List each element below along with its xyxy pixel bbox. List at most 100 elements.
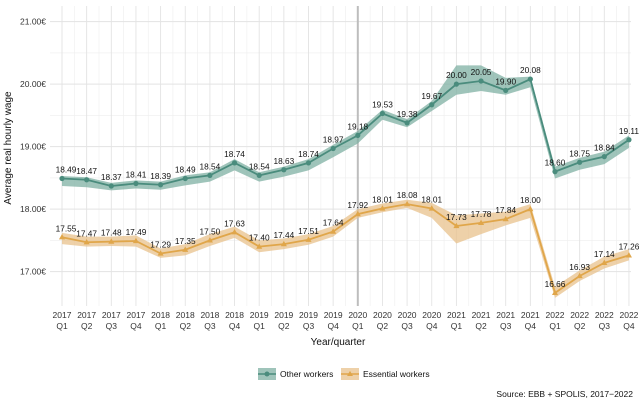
data-label: 18.01 — [372, 195, 393, 205]
data-point — [83, 239, 90, 245]
x-tick-quarter: Q4 — [130, 321, 142, 331]
data-point — [58, 234, 66, 240]
data-point — [404, 120, 410, 126]
x-tick-quarter: Q3 — [204, 321, 216, 331]
data-point — [256, 172, 262, 178]
x-tick-year: 2020 — [373, 310, 392, 320]
data-label: 16.93 — [569, 262, 590, 272]
data-point — [182, 246, 189, 252]
data-point — [576, 272, 583, 279]
x-tick-year: 2022 — [546, 310, 565, 320]
legend-marker — [347, 370, 353, 377]
data-label: 17.49 — [126, 227, 147, 237]
y-tick-label: 21.00€ — [20, 17, 46, 27]
data-point — [601, 154, 607, 160]
data-point — [552, 169, 558, 175]
data-label: 18.97 — [323, 135, 344, 145]
data-point — [305, 236, 312, 242]
x-tick-year: 2021 — [521, 310, 540, 320]
data-point — [428, 205, 435, 211]
data-point — [601, 259, 608, 265]
data-point — [625, 252, 632, 258]
x-tick-year: 2019 — [299, 310, 318, 320]
data-label: 17.92 — [347, 200, 368, 210]
data-point — [281, 167, 287, 173]
x-tick-quarter: Q3 — [500, 321, 512, 331]
data-point — [577, 159, 583, 165]
x-tick-quarter: Q1 — [451, 321, 463, 331]
data-label: 17.78 — [471, 209, 492, 219]
data-point — [379, 205, 386, 211]
data-point — [551, 289, 559, 295]
data-label: 18.74 — [298, 149, 319, 159]
data-label: 18.01 — [421, 195, 442, 205]
x-tick-quarter: Q2 — [180, 321, 192, 331]
data-point — [59, 175, 65, 182]
x-tick-year: 2022 — [570, 310, 589, 320]
data-label: 17.73 — [446, 212, 467, 222]
x-tick-quarter: Q1 — [352, 321, 364, 331]
data-point — [478, 219, 485, 225]
data-label: 17.55 — [56, 223, 77, 233]
data-label: 18.54 — [249, 161, 270, 171]
x-tick-quarter: Q2 — [81, 321, 93, 331]
x-tick-year: 2018 — [200, 310, 219, 320]
y-axis-title: Average real hourly wage — [3, 91, 14, 205]
data-point — [206, 237, 213, 243]
data-label: 17.48 — [101, 228, 122, 238]
data-point — [132, 237, 139, 244]
data-label: 17.63 — [224, 218, 245, 228]
x-tick-year: 2019 — [324, 310, 343, 320]
data-label: 19.90 — [495, 76, 516, 86]
series-markers — [58, 76, 632, 295]
x-tick-year: 2018 — [176, 310, 195, 320]
data-point — [108, 238, 115, 244]
x-tick-year: 2020 — [422, 310, 441, 320]
x-axis-title: Year/quarter — [311, 337, 366, 348]
data-point — [404, 200, 411, 207]
x-tick-year: 2017 — [77, 310, 96, 320]
data-point — [157, 250, 164, 256]
x-tick-year: 2017 — [126, 310, 145, 320]
data-label: 19.38 — [397, 109, 418, 119]
data-point — [84, 177, 90, 183]
data-label: 18.74 — [224, 149, 245, 159]
data-point — [207, 172, 213, 178]
x-tick-year: 2017 — [53, 310, 72, 320]
data-point — [503, 87, 509, 93]
x-tick-year: 2019 — [250, 310, 269, 320]
x-tick-quarter: Q3 — [401, 321, 413, 331]
data-label: 17.44 — [273, 230, 294, 240]
legend: Other workers Essential workers — [258, 368, 430, 380]
x-tick-quarter: Q1 — [254, 321, 266, 331]
x-tick-quarter: Q4 — [327, 321, 339, 331]
x-tick-quarter: Q2 — [475, 321, 487, 331]
data-point — [355, 132, 361, 138]
data-point — [133, 180, 139, 187]
legend-label: Essential workers — [363, 369, 430, 379]
x-tick-quarter: Q2 — [574, 321, 586, 331]
data-label: 17.40 — [249, 233, 270, 243]
x-tick-quarter: Q2 — [278, 321, 290, 331]
data-point — [379, 110, 386, 117]
data-label: 20.05 — [471, 67, 492, 77]
data-label: 20.08 — [520, 65, 541, 75]
x-tick-year: 2018 — [225, 310, 244, 320]
legend-label: Other workers — [280, 369, 333, 379]
data-point — [502, 215, 509, 222]
data-label: 18.75 — [569, 148, 590, 158]
x-tick-year: 2022 — [595, 310, 614, 320]
data-label: 17.50 — [200, 226, 221, 236]
data-label: 17.47 — [76, 228, 97, 238]
data-label: 18.49 — [56, 165, 77, 175]
y-tick-label: 19.00€ — [20, 142, 46, 152]
data-point — [527, 205, 534, 212]
x-tick-quarter: Q4 — [229, 321, 241, 331]
data-point — [182, 175, 188, 182]
legend-item-other-workers: Other workers — [258, 368, 333, 380]
data-label: 18.63 — [273, 156, 294, 166]
x-tick-quarter: Q1 — [549, 321, 561, 331]
data-point — [626, 137, 632, 143]
data-label: 19.18 — [347, 121, 368, 131]
